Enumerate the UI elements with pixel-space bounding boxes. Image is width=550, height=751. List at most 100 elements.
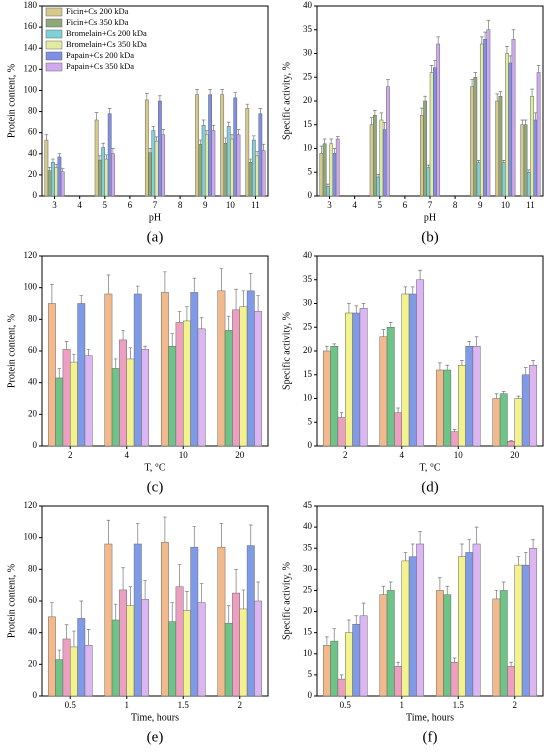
x-tick-label: 2 — [343, 450, 348, 460]
error-bar — [523, 119, 528, 125]
legend-swatch — [45, 62, 63, 72]
bar — [345, 312, 353, 447]
error-bar — [523, 552, 528, 566]
y-tick-label: 40 — [28, 377, 38, 387]
bar — [201, 125, 206, 197]
bar — [119, 589, 127, 697]
bar — [423, 100, 427, 197]
bar — [197, 602, 206, 697]
bar — [533, 119, 538, 197]
error-bar — [219, 268, 224, 291]
bar — [386, 590, 395, 697]
x-tick-label: 10 — [179, 450, 189, 460]
error-bar — [64, 624, 69, 639]
bar — [326, 186, 330, 197]
legend-swatch — [45, 40, 63, 50]
error-bar — [452, 429, 457, 432]
legend-text: Bromelain+Cs 200 kDa — [66, 28, 147, 38]
x-tick-label: 8 — [178, 200, 183, 210]
error-bar — [94, 112, 99, 120]
error-bar — [50, 284, 54, 304]
bar — [379, 336, 388, 447]
y-tick-label: 20 — [28, 408, 38, 418]
bar — [476, 162, 481, 197]
error-bar — [474, 526, 479, 544]
error-bar — [248, 273, 253, 291]
legend-text: Ficin+Cs 200 kDa — [66, 6, 129, 16]
bar — [436, 43, 441, 197]
bar — [101, 147, 106, 197]
x-tick-label: 8 — [453, 200, 458, 210]
error-bar — [373, 110, 377, 116]
bar — [144, 99, 149, 197]
y-tick-label: 20 — [303, 345, 313, 355]
y-tick-label: 0 — [33, 440, 38, 450]
bar — [498, 96, 503, 197]
bar — [514, 398, 523, 447]
error-bar — [245, 103, 250, 109]
bar — [330, 346, 339, 447]
error-bar — [258, 108, 263, 114]
x-axis-title: Time, hours — [131, 712, 179, 723]
bar — [133, 543, 142, 697]
bar — [529, 547, 538, 697]
error-bar — [205, 130, 209, 135]
y-tick-label: 5 — [308, 166, 313, 176]
bar — [416, 543, 425, 697]
panel-label: (b) — [421, 229, 439, 245]
bar — [160, 292, 169, 447]
y-tick-label: 0 — [33, 690, 38, 700]
error-bar — [199, 317, 204, 329]
error-bar — [192, 526, 197, 548]
legend-swatch — [45, 18, 63, 28]
error-bar — [86, 349, 91, 356]
x-axis-title: T, °C — [419, 462, 440, 473]
bar — [486, 29, 491, 197]
error-bar — [418, 530, 422, 544]
error-bar — [386, 79, 390, 87]
plot-frame — [316, 505, 544, 697]
error-bar — [64, 341, 69, 350]
error-bar — [452, 657, 457, 663]
y-tick-label: 30 — [303, 48, 313, 58]
error-bar — [151, 125, 156, 131]
error-bar — [226, 121, 231, 127]
error-bar — [192, 277, 197, 293]
x-tick-label: 11 — [251, 200, 260, 210]
bar — [479, 43, 484, 197]
error-bar — [531, 539, 535, 549]
bar — [223, 142, 228, 197]
y-tick-label: 30 — [303, 563, 313, 573]
x-axis-title: pH — [424, 212, 436, 223]
error-bar — [429, 65, 434, 73]
bar — [245, 108, 250, 197]
x-tick-label: 2 — [513, 700, 518, 710]
x-tick-label: 5 — [378, 200, 383, 210]
error-bar — [98, 155, 102, 161]
x-tick-label: 4 — [125, 450, 130, 460]
x-tick-label: 4 — [352, 200, 357, 210]
y-tick-label: 60 — [28, 595, 38, 605]
y-tick-label: 40 — [303, 250, 313, 260]
bar — [322, 350, 331, 447]
error-bar — [467, 341, 472, 347]
bar — [111, 619, 120, 697]
bar — [521, 374, 530, 447]
error-bar — [121, 567, 125, 590]
error-bar — [101, 142, 105, 148]
error-bar — [325, 345, 329, 351]
error-bar — [51, 158, 55, 163]
bar — [195, 94, 199, 197]
bar — [111, 368, 120, 447]
x-tick-label: 11 — [526, 200, 535, 210]
error-bar — [332, 343, 337, 347]
error-bar — [470, 79, 474, 87]
error-bar — [476, 160, 481, 163]
y-tick-label: 0 — [308, 190, 313, 200]
bar — [204, 134, 209, 197]
y-tick-label: 80 — [28, 563, 38, 573]
y-tick-label: 100 — [24, 85, 38, 95]
bar — [382, 129, 387, 197]
bar — [386, 327, 395, 447]
